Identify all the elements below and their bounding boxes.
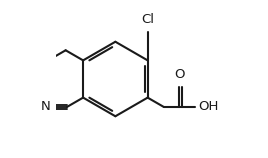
Text: OH: OH bbox=[199, 100, 219, 113]
Text: Cl: Cl bbox=[141, 13, 154, 26]
Text: O: O bbox=[174, 68, 185, 81]
Text: N: N bbox=[41, 100, 51, 113]
